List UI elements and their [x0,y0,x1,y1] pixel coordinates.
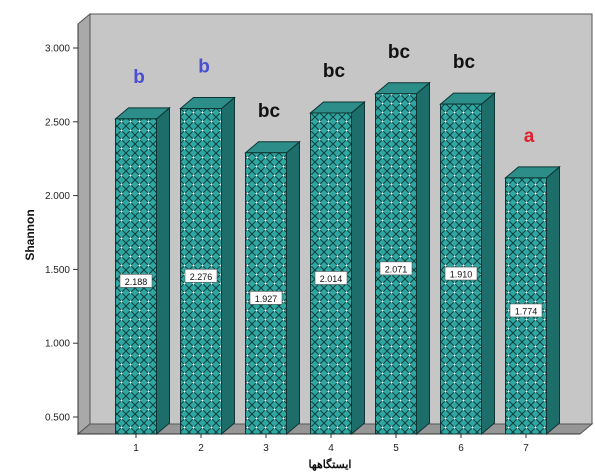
bar-side [156,106,170,436]
bar-value-label: 1.927 [255,294,278,304]
bar-value-box [509,303,543,318]
significance-letter: bc [258,101,281,122]
bar-value-box [314,271,348,285]
bar-6: 1.910 bc [439,52,496,436]
bars: 2.188 b 2.276 b 1.927 bc 2.014 bc 2.071 bc 1.910 bc… [114,42,561,436]
x-tick-label: 4 [328,443,334,454]
x-tick-label: 5 [393,443,399,454]
bar-value-box [379,261,413,276]
x-tick-label: 2 [198,443,204,454]
bar-2: 2.276 b [179,57,236,436]
x-tick-label: 6 [458,443,464,454]
bar-5: 2.071 bc [374,42,431,436]
y-tick-label: 3.000 [45,44,70,55]
bar-side [221,96,235,436]
bar-value-box [119,274,153,288]
y-tick-label: 0.500 [45,413,70,424]
x-ticks: 1 2 3 4 5 6 7 [133,434,529,454]
significance-letter: bc [453,52,476,73]
bar-value-label: 2.276 [190,272,213,282]
y-tick-label: 2.000 [45,191,70,202]
bar-side [481,92,495,436]
x-axis-title: ایستگاهها [309,457,352,471]
bar-side [416,81,430,436]
bar-value-label: 2.071 [385,264,408,274]
bar-value-label: 2.188 [125,277,148,287]
bar-value-label: 1.774 [515,306,538,316]
y-axis-title: Shannon [23,209,37,260]
bar-1: 2.188 b [114,67,171,436]
significance-letter: bc [323,61,346,82]
bar-side [286,140,300,436]
bar-side [546,165,560,436]
bar-3: 1.927 bc [244,101,301,436]
y-tick-label: 2.500 [45,117,70,128]
y-tick-label: 1.000 [45,339,70,350]
x-tick-label: 7 [523,443,529,454]
bar-side [351,100,365,436]
significance-letter: b [198,57,210,78]
x-tick-label: 1 [133,443,139,454]
side-wall [77,12,91,436]
bar-4: 2.014 bc [309,61,366,436]
y-tick-label: 1.500 [45,265,70,276]
significance-letter: a [524,126,535,147]
bar-value-label: 2.014 [320,274,343,284]
significance-letter: b [133,67,145,88]
bar-value-box [249,291,283,305]
x-tick-label: 3 [263,443,269,454]
significance-letter: bc [388,42,411,63]
bar-value-box [184,268,218,283]
y-ticks: 0.500 1.000 1.500 2.000 2.500 3.000 [45,44,78,424]
bar-value-box [444,266,478,281]
bar-value-label: 1.910 [450,270,473,280]
bar-7: 1.774 a [504,126,561,436]
